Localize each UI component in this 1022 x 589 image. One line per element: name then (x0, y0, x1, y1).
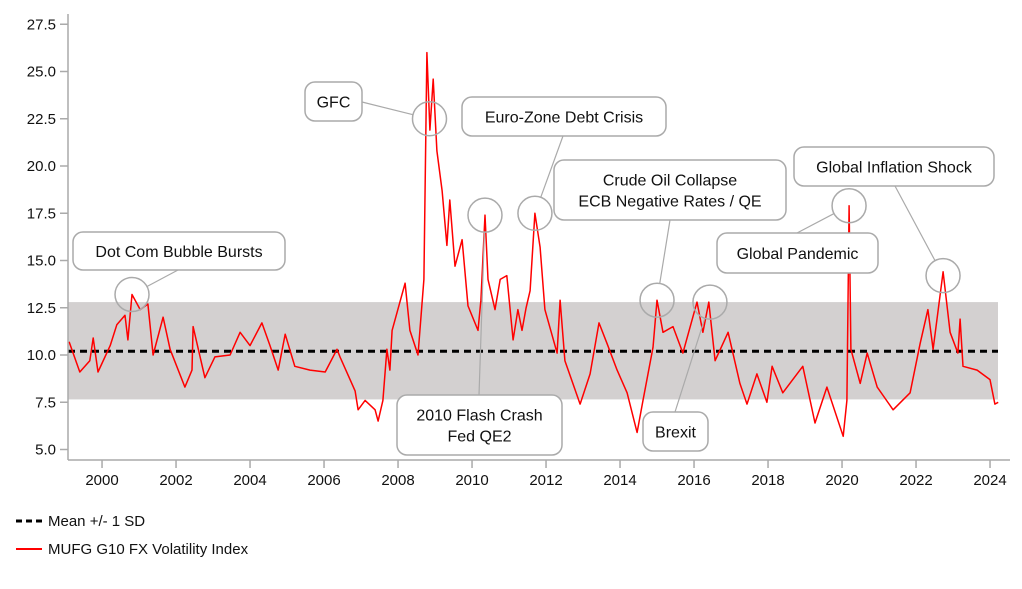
y-tick-label: 17.5 (27, 205, 56, 222)
callout-leader-line (478, 232, 486, 396)
annotation-callout: Global Pandemic (716, 187, 879, 274)
y-tick-label: 7.5 (35, 394, 56, 411)
annotation-callout: 2010 Flash Crash Fed QE2 (396, 197, 563, 456)
series-line (68, 51, 999, 438)
x-tick-label: 2022 (899, 472, 932, 489)
callout-leader-line (540, 135, 564, 198)
x-tick-label: 2000 (85, 472, 118, 489)
callout-leader-line (894, 185, 936, 261)
callout-label: GFC (317, 95, 351, 112)
x-tick-label: 2024 (973, 472, 1006, 489)
callout-leader-line (659, 219, 671, 284)
x-tick-label: 2008 (381, 472, 414, 489)
x-tick-label: 2012 (529, 472, 562, 489)
callout-circle (831, 187, 867, 224)
y-tick-label: 22.5 (27, 111, 56, 128)
callout-label: Crude Oil Collapse (603, 173, 737, 190)
annotation-callout: Dot Com Bubble Bursts (72, 231, 286, 313)
callout-leader-line (361, 101, 414, 116)
annotation-callout: Brexit (642, 284, 728, 452)
callout-circle (692, 284, 728, 320)
annotation-callout: Global Inflation Shock (793, 146, 995, 294)
callout-box (304, 81, 363, 122)
x-tick-label: 2016 (677, 472, 710, 489)
callout-box (793, 146, 995, 187)
callout-label: ECB Negative Rates / QE (578, 194, 761, 211)
sd-band (68, 302, 998, 400)
callout-label: Global Inflation Shock (816, 160, 973, 177)
callout-circle (517, 195, 553, 231)
callout-circle (114, 276, 150, 313)
legend-mean-label: Mean +/- 1 SD (48, 513, 145, 530)
callout-circle (925, 257, 961, 294)
annotation-callout: Euro-Zone Debt Crisis (461, 96, 667, 231)
y-tick-label: 5.0 (35, 442, 56, 459)
x-tick-label: 2006 (307, 472, 340, 489)
x-tick-label: 2018 (751, 472, 784, 489)
callout-box (461, 96, 667, 137)
callout-leader-line (796, 213, 835, 234)
callout-box (716, 232, 879, 274)
callout-label: Fed QE2 (447, 429, 511, 446)
callout-box (72, 231, 286, 271)
y-tick-label: 27.5 (27, 16, 56, 33)
callout-leader-line (674, 318, 706, 413)
callout-circle (639, 282, 675, 318)
callout-box (642, 411, 709, 452)
legend: Mean +/- 1 SD MUFG G10 FX Volatility Ind… (16, 513, 249, 558)
y-tick-label: 12.5 (27, 300, 56, 317)
y-tick-label: 25.0 (27, 64, 56, 81)
callout-label: Euro-Zone Debt Crisis (485, 110, 643, 127)
x-tick-label: 2014 (603, 472, 636, 489)
x-tick-label: 2002 (159, 472, 192, 489)
callout-circle (467, 197, 503, 233)
annotation-callout: GFC (304, 81, 448, 137)
callout-box (553, 159, 787, 221)
callout-label: Brexit (655, 425, 696, 442)
callout-leader-line (146, 269, 179, 288)
callout-box (396, 394, 563, 456)
annotation-callout: Crude Oil Collapse ECB Negative Rates / Q… (553, 159, 787, 318)
x-tick-label: 2020 (825, 472, 858, 489)
x-tick-label: 2004 (233, 472, 266, 489)
x-tick-label: 2010 (455, 472, 488, 489)
y-tick-label: 15.0 (27, 253, 56, 270)
callout-label: Dot Com Bubble Bursts (95, 244, 262, 261)
callout-circle (411, 101, 448, 137)
legend-series-label: MUFG G10 FX Volatility Index (48, 541, 249, 558)
callout-label: 2010 Flash Crash (416, 408, 542, 425)
y-tick-label: 10.0 (27, 347, 56, 364)
y-tick-label: 20.0 (27, 158, 56, 175)
callout-label: Global Pandemic (737, 246, 859, 263)
